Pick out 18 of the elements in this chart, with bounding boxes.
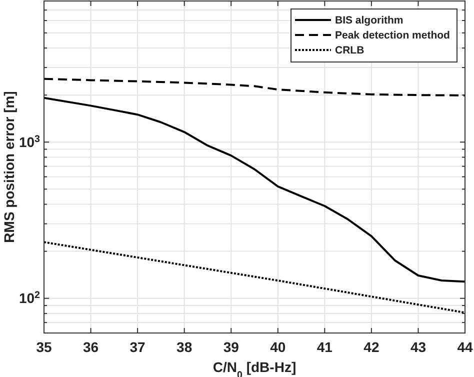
x-tick-label: 39: [223, 339, 240, 355]
x-tick-label: 37: [130, 339, 146, 355]
x-tick-label: 35: [36, 339, 52, 355]
x-tick-label: 42: [364, 339, 380, 355]
x-tick-label: 38: [176, 339, 192, 355]
line-series: [43, 96, 466, 283]
y-tick-label: 10$^{3}$: [18, 134, 41, 150]
x-tick-label: 43: [410, 339, 426, 355]
line-series: [43, 78, 466, 96]
y-axis-title: RMS position error [m]: [1, 91, 17, 243]
legend-label: BIS algorithm: [335, 14, 404, 27]
legend-label: Peak detection method: [335, 30, 450, 42]
x-tick-label: 36: [82, 339, 99, 355]
x-tick-label: 41: [316, 339, 333, 355]
x-tick-label: 44: [457, 339, 473, 355]
y-tick-label: 10$^{2}$: [18, 290, 41, 306]
legend-label: CRLB: [335, 44, 365, 57]
x-tick-label: 40: [270, 339, 286, 355]
